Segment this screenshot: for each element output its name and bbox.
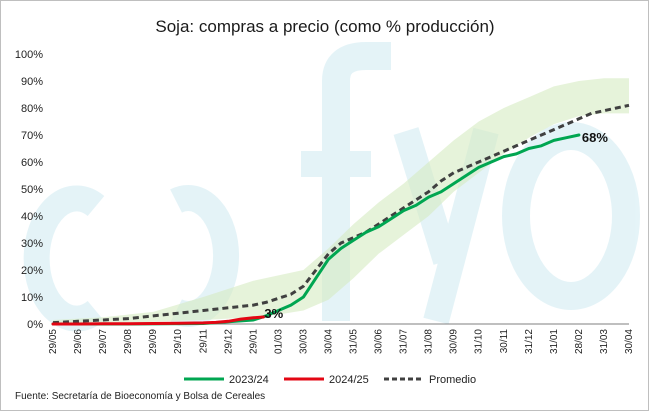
series-line-2024-25 xyxy=(51,315,265,326)
y-tick-label: 60% xyxy=(21,157,43,169)
series-layer xyxy=(51,103,630,326)
y-tick-label: 30% xyxy=(21,238,43,250)
x-tick-label: 29/01 xyxy=(248,329,259,354)
x-tick-label: 30/09 xyxy=(449,329,460,354)
y-tick-label: 80% xyxy=(21,103,43,115)
legend-label-2024-25: 2024/25 xyxy=(329,374,369,386)
y-tick-label: 70% xyxy=(21,130,43,142)
x-tick-label: 29/07 xyxy=(98,329,109,354)
x-tick-label: 29/10 xyxy=(173,329,184,354)
x-tick-label: 29/06 xyxy=(73,329,84,354)
x-tick-label: 30/11 xyxy=(499,329,510,354)
x-tick-label: 29/05 xyxy=(48,329,59,354)
legend: 2023/24 2024/25 Promedio xyxy=(184,374,476,386)
x-tick-label: 31/07 xyxy=(399,329,410,354)
y-tick-label: 90% xyxy=(21,76,43,88)
x-tick-label: 29/11 xyxy=(198,329,209,354)
y-tick-label: 100% xyxy=(15,49,43,61)
x-tick-label: 31/10 xyxy=(474,329,485,354)
x-tick-label: 30/03 xyxy=(298,329,309,354)
x-axis: 29/05 29/06 29/07 29/08 29/09 29/10 29/11 29/12… xyxy=(48,323,635,354)
range-band xyxy=(53,78,629,324)
x-tick-label: 31/01 xyxy=(549,329,560,354)
series-line-2023-24 xyxy=(51,133,581,326)
x-tick-label: 29/08 xyxy=(123,329,134,354)
x-tick-label: 30/06 xyxy=(374,329,385,354)
y-tick-label: 50% xyxy=(21,184,43,196)
end-labels: 68% 3% xyxy=(264,130,608,321)
x-tick-label: 30/04 xyxy=(624,329,635,354)
x-tick-label: 29/12 xyxy=(223,329,234,354)
chart-title: Soja: compras a precio (como % producció… xyxy=(155,17,494,36)
x-tick-label: 31/03 xyxy=(599,329,610,354)
x-tick-label: 31/12 xyxy=(524,329,535,354)
x-tick-label: 01/03 xyxy=(273,329,284,354)
end-label-3: 3% xyxy=(264,306,283,321)
y-tick-label: 0% xyxy=(27,319,43,331)
y-axis: 0% 10% 20% 30% 40% 50% 60% 70% 80% 90% 100% xyxy=(15,49,43,331)
range-band-area xyxy=(53,78,629,324)
x-tick-label: 30/04 xyxy=(323,329,334,354)
source-note: Fuente: Secretaría de Bioeconomía y Bols… xyxy=(15,391,265,402)
y-tick-label: 40% xyxy=(21,211,43,223)
x-tick-label: 31/05 xyxy=(349,329,360,354)
legend-label-promedio: Promedio xyxy=(429,374,476,386)
end-label-68: 68% xyxy=(582,130,608,145)
y-tick-label: 20% xyxy=(21,265,43,277)
y-tick-label: 10% xyxy=(21,292,43,304)
x-tick-label: 29/09 xyxy=(148,329,159,354)
series-line-promedio xyxy=(52,103,630,325)
x-tick-label: 28/02 xyxy=(574,329,585,354)
legend-label-2023-24: 2023/24 xyxy=(229,374,269,386)
x-tick-label: 31/08 xyxy=(424,329,435,354)
